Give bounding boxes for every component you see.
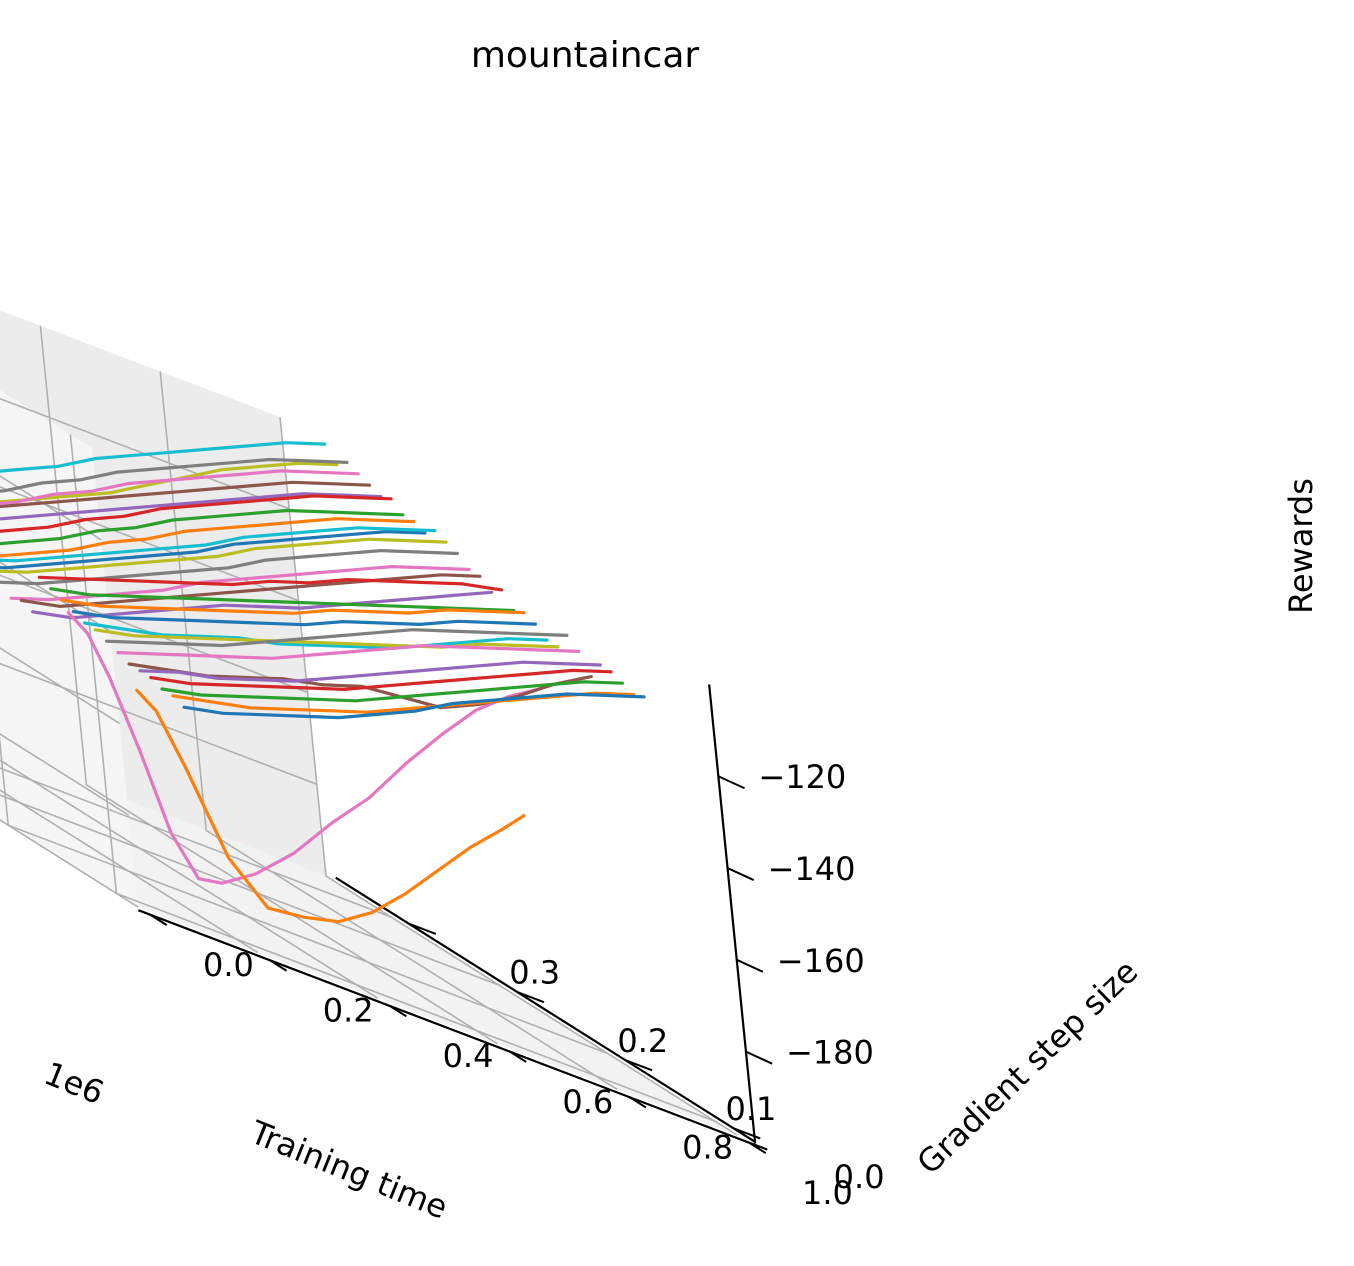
x-tick bbox=[149, 913, 168, 926]
y-tick bbox=[516, 990, 545, 1004]
x-tick bbox=[389, 1005, 407, 1018]
z-tick bbox=[727, 867, 755, 881]
y-gridline bbox=[0, 767, 392, 918]
series-line bbox=[49, 587, 516, 613]
series-line bbox=[31, 590, 494, 620]
series-line bbox=[0, 537, 448, 574]
z-gridline bbox=[0, 486, 299, 633]
series-line bbox=[0, 517, 416, 558]
x-gridline bbox=[39, 325, 498, 1045]
series-line bbox=[0, 480, 372, 509]
x-axis-line bbox=[137, 909, 768, 1151]
y-tick bbox=[408, 922, 437, 935]
z-axis-line bbox=[708, 684, 757, 1144]
x-tick bbox=[748, 1141, 767, 1154]
series-line bbox=[60, 598, 526, 615]
z-axis-label: Rewards bbox=[1282, 478, 1320, 614]
series-line bbox=[182, 692, 646, 720]
series-line bbox=[0, 457, 349, 493]
z-tick-label: −140 bbox=[768, 850, 856, 888]
x-tick-label: 0.6 bbox=[562, 1083, 613, 1121]
series-line bbox=[66, 611, 539, 885]
x-axis-label: Training time bbox=[244, 1113, 453, 1227]
y-tick-label: 0.1 bbox=[726, 1090, 777, 1128]
series-line bbox=[0, 461, 339, 504]
x-tick-label: 0.2 bbox=[323, 992, 374, 1030]
y-gridline bbox=[0, 735, 608, 1054]
x-offset-label: 1e6 bbox=[39, 1054, 109, 1112]
series-line bbox=[0, 526, 437, 563]
x-tick-label: 0.0 bbox=[203, 946, 254, 984]
y-tick-label: 0.2 bbox=[617, 1022, 668, 1060]
y-tick bbox=[732, 1127, 761, 1140]
y-gridline bbox=[0, 794, 500, 986]
y-tick-label: 0.0 bbox=[834, 1158, 885, 1196]
y-tick bbox=[624, 1059, 653, 1072]
y-axis-line bbox=[335, 876, 756, 1143]
z-tick-label: −120 bbox=[758, 758, 846, 796]
series-line bbox=[116, 644, 581, 660]
series-line bbox=[0, 441, 327, 473]
series-group bbox=[0, 441, 646, 924]
x-gridline bbox=[0, 789, 259, 954]
series-line bbox=[160, 680, 625, 703]
z-tick bbox=[736, 958, 764, 973]
series-line bbox=[19, 573, 482, 609]
x-tick bbox=[628, 1096, 647, 1109]
x-tick bbox=[509, 1050, 527, 1063]
series-line bbox=[104, 628, 569, 648]
x-gridline bbox=[0, 819, 139, 908]
axes-edges bbox=[137, 684, 768, 1151]
y-tick-label: 0.3 bbox=[509, 954, 560, 992]
x-gridline bbox=[0, 759, 379, 999]
series-line bbox=[0, 529, 427, 570]
series-line bbox=[0, 492, 383, 521]
x-gridline bbox=[279, 416, 738, 1136]
chart-title: mountaincar bbox=[471, 35, 700, 76]
x-tick-label: 0.8 bbox=[682, 1128, 733, 1166]
series-line bbox=[0, 469, 360, 506]
series-line bbox=[9, 564, 471, 602]
series-line bbox=[0, 508, 405, 546]
series-line bbox=[138, 660, 602, 683]
x-gridline bbox=[159, 371, 618, 1091]
z-tick-label: −160 bbox=[777, 942, 865, 980]
y-gridline bbox=[69, 434, 716, 1123]
series-line bbox=[0, 494, 393, 533]
z-tick bbox=[717, 775, 745, 790]
x-tick bbox=[269, 959, 288, 972]
z-gridline bbox=[0, 397, 290, 541]
series-line bbox=[149, 668, 613, 692]
z-gridline bbox=[0, 662, 318, 816]
series-line bbox=[37, 575, 504, 592]
side-pane bbox=[0, 390, 138, 907]
z-tick-label: −180 bbox=[786, 1034, 874, 1072]
floor-pane bbox=[0, 751, 737, 1135]
z-tick bbox=[745, 1050, 773, 1065]
series-line bbox=[0, 548, 459, 586]
series-line bbox=[71, 609, 538, 627]
y-axis-label: Gradient step size bbox=[910, 952, 1146, 1181]
axes-ticks: 0.00.20.40.60.81.00.00.10.20.3−120−140−1… bbox=[149, 758, 885, 1212]
x-tick-label: 0.4 bbox=[443, 1037, 494, 1075]
series-line bbox=[82, 621, 549, 650]
series-line bbox=[135, 688, 526, 924]
x-tick-label: 1.0 bbox=[802, 1174, 853, 1212]
series-line bbox=[93, 628, 560, 649]
